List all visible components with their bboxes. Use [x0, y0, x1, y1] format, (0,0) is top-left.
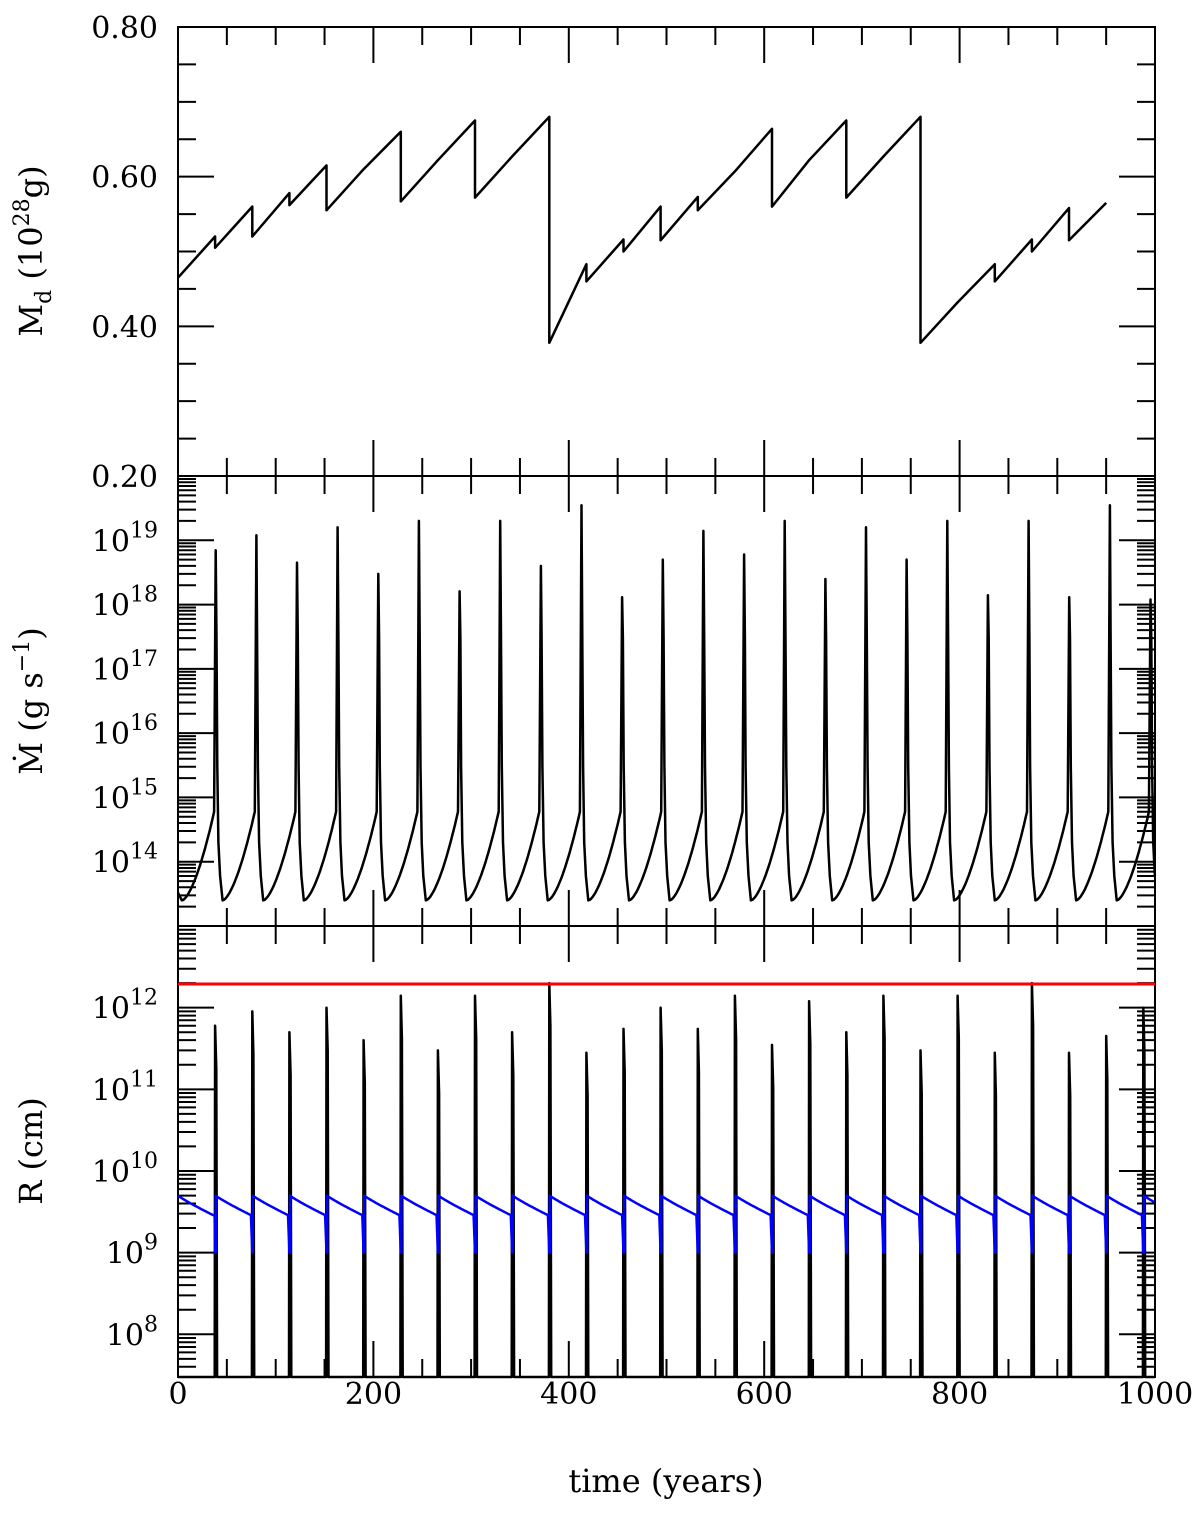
y-tick-label-radius: 1010 [92, 1149, 158, 1190]
outburst-radius-line [178, 981, 1155, 1379]
x-tick-label: 400 [540, 1377, 597, 1412]
ylabel-accretion-rate-symbol: Ṁ [12, 742, 50, 775]
y-tick-label-disk-mass: 0.80 [91, 11, 158, 46]
y-tick-label-accretion-rate: 1014 [92, 840, 158, 881]
y-tick-label-radius: 109 [106, 1231, 158, 1272]
ylabel-disk-mass-unit-exp: 28 [10, 198, 35, 226]
ylabel-disk-mass-unit-open: (10 [12, 226, 50, 279]
y-tick-label-accretion-rate: 1015 [92, 775, 158, 816]
y-tick-label-accretion-rate: 1017 [92, 647, 158, 688]
y-tick-label-accretion-rate: 1018 [92, 583, 158, 624]
x-tick-label: 200 [345, 1377, 402, 1412]
tick-labels: 0 200 400 600 800 1000 0.20 0.40 0.60 0.80 1014 101… [91, 11, 1193, 1412]
ylabel-accretion-rate-unit-close: ) [12, 627, 50, 639]
ylabel-radius: R (cm) [12, 1097, 50, 1205]
ylabel-disk-mass: Md (1028g) [10, 165, 57, 336]
ylabel-disk-mass-sub: d [32, 290, 57, 304]
inner-radius-line [177, 1194, 1155, 1254]
y-tick-label-radius: 1012 [92, 986, 158, 1027]
y-tick-label-accretion-rate: 1016 [92, 711, 158, 752]
x-tick-label: 800 [931, 1377, 988, 1412]
accretion-rate-line [176, 504, 1157, 902]
ylabel-accretion-rate-unit-exp: −1 [10, 640, 35, 672]
y-tick-label-radius: 1011 [92, 1067, 158, 1108]
y-tick-label-radius: 108 [106, 1312, 158, 1353]
x-tick-label: 1000 [1117, 1377, 1193, 1412]
x-tick-label: 0 [168, 1377, 187, 1412]
panel-disk-mass-frame [177, 26, 1156, 477]
panel-radius-frame [177, 925, 1156, 1378]
disk-mass-line [177, 115, 1108, 345]
y-tick-label-disk-mass: 0.20 [91, 460, 158, 495]
y-tick-label-disk-mass: 0.60 [91, 161, 158, 196]
plot-lines [176, 115, 1157, 1379]
axis-ticks [177, 26, 1156, 1378]
xlabel-time: time (years) [568, 1462, 763, 1500]
y-tick-label-disk-mass: 0.40 [91, 310, 158, 345]
ylabel-disk-mass-symbol: M [12, 304, 50, 337]
y-tick-label-accretion-rate: 1019 [92, 518, 158, 559]
ylabel-accretion-rate-unit: (g s [12, 672, 50, 732]
ylabel-accretion-rate: Ṁ (g s−1) [10, 627, 50, 774]
x-tick-label: 600 [736, 1377, 793, 1412]
ylabel-disk-mass-unit-close: g) [12, 165, 50, 198]
